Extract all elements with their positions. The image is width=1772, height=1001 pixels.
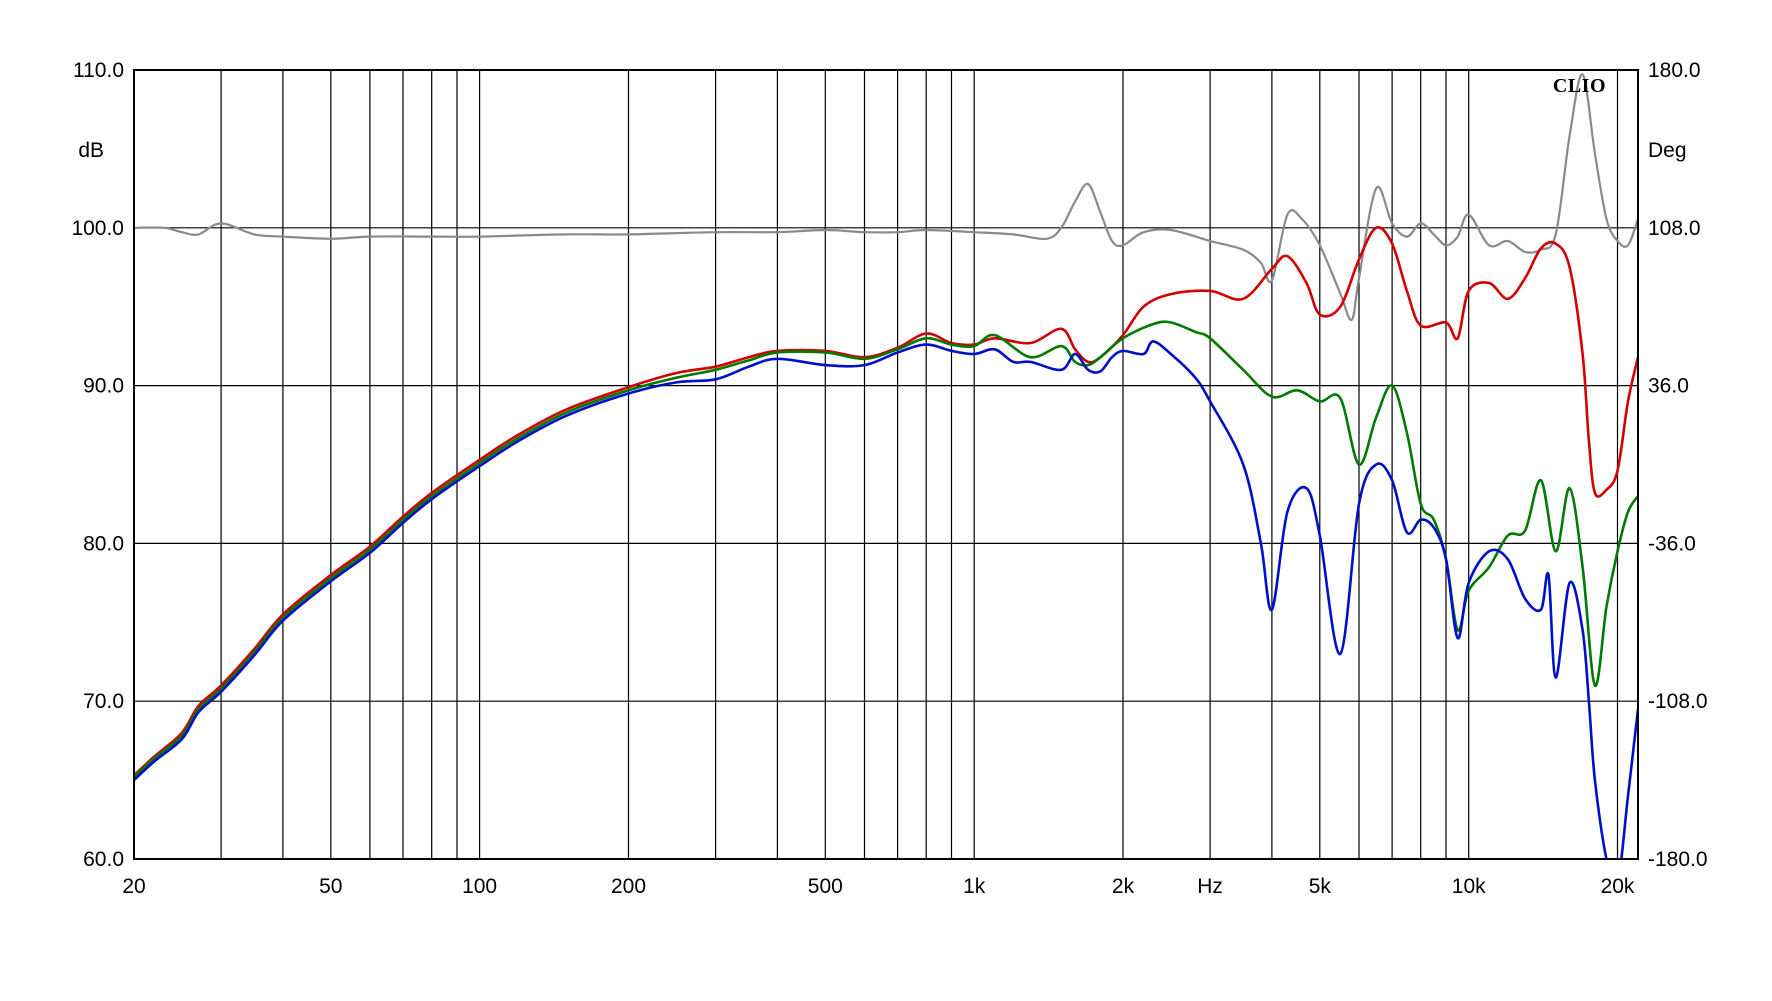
x-tick-label: 50: [319, 875, 342, 898]
y2-axis-unit-label: Deg: [1648, 139, 1687, 162]
y-tick-label: 100.0: [71, 217, 124, 240]
x-tick-label: 5k: [1309, 875, 1332, 898]
series-layer: [134, 73, 1638, 859]
blue-series-line: [134, 340, 1638, 859]
y2-tick-label: 108.0: [1648, 217, 1701, 240]
y-axis-unit-label: dB: [78, 139, 104, 162]
x-tick-label: 10k: [1452, 875, 1486, 898]
brand-logo: CLIO: [1553, 75, 1606, 97]
x-tick-label: 20k: [1601, 875, 1635, 898]
y2-tick-label: 180.0: [1648, 59, 1701, 82]
x-tick-label: 500: [808, 875, 843, 898]
x-tick-label: 200: [611, 875, 646, 898]
green-series-line: [134, 320, 1638, 778]
y-tick-label: 60.0: [83, 848, 124, 871]
plot-frame: [133, 69, 1639, 860]
y-tick-label: 80.0: [83, 532, 124, 555]
gray-series-line: [134, 73, 1638, 322]
y2-tick-label: -108.0: [1648, 690, 1708, 713]
x-tick-label: 2k: [1112, 875, 1135, 898]
y-tick-label: 90.0: [83, 375, 124, 398]
x-tick-label: 100: [462, 875, 497, 898]
y-tick-label: 110.0: [73, 59, 124, 82]
y2-tick-label: -36.0: [1648, 532, 1696, 555]
y-tick-label: 70.0: [83, 690, 124, 713]
x-tick-label: 20: [122, 875, 145, 898]
x-tick-label: 1k: [963, 875, 986, 898]
x-tick-label: Hz: [1197, 875, 1223, 898]
ticks-layer: 20 50 100 200 500 1k 2k Hz 5k 10k 20k 110.0 100.0 90.…: [71, 59, 1707, 898]
y2-tick-label: -180.0: [1648, 848, 1708, 871]
y2-tick-label: 36.0: [1648, 375, 1689, 398]
